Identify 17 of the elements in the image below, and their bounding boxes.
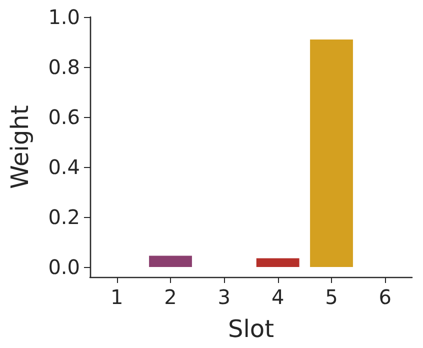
x-tick-label: 1 (110, 285, 124, 309)
y-tick-label: 0.8 (48, 55, 80, 79)
y-tick-label: 1.0 (48, 5, 80, 29)
x-tick-label: 3 (218, 285, 231, 309)
bar (256, 258, 300, 267)
x-axis-title: Slot (228, 315, 274, 343)
x-tick-label: 2 (164, 285, 177, 309)
x-tick-label: 5 (325, 285, 338, 309)
bar (149, 256, 192, 267)
y-axis-title: Weight (6, 105, 34, 189)
x-tick-label: 4 (271, 285, 284, 309)
y-tick-label: 0.6 (48, 105, 80, 129)
y-tick-label: 0.4 (48, 155, 80, 179)
x-tick-label: 6 (378, 285, 392, 309)
bar (310, 40, 353, 267)
y-tick-label: 0.0 (48, 255, 80, 279)
y-tick-label: 0.2 (48, 205, 80, 229)
